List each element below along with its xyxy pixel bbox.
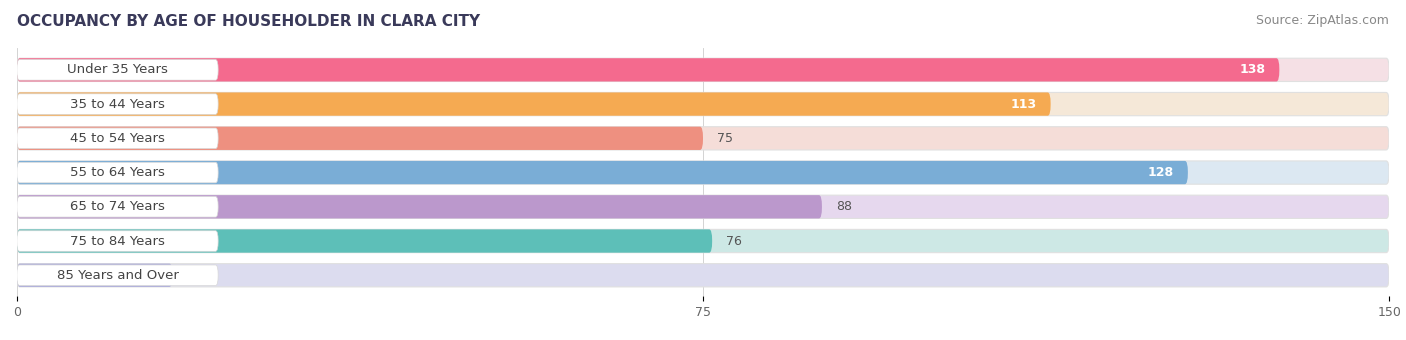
Text: 75: 75 xyxy=(717,132,733,145)
Text: 45 to 54 Years: 45 to 54 Years xyxy=(70,132,165,145)
Text: 75 to 84 Years: 75 to 84 Years xyxy=(70,235,165,248)
FancyBboxPatch shape xyxy=(17,195,1389,218)
FancyBboxPatch shape xyxy=(17,59,218,80)
FancyBboxPatch shape xyxy=(17,230,713,253)
FancyBboxPatch shape xyxy=(17,92,1389,116)
Text: 76: 76 xyxy=(725,235,742,248)
Text: 85 Years and Over: 85 Years and Over xyxy=(56,269,179,282)
FancyBboxPatch shape xyxy=(17,231,218,251)
Text: Under 35 Years: Under 35 Years xyxy=(67,63,167,76)
FancyBboxPatch shape xyxy=(17,92,1050,116)
Text: 138: 138 xyxy=(1240,63,1265,76)
Text: 17: 17 xyxy=(186,269,202,282)
Text: 65 to 74 Years: 65 to 74 Years xyxy=(70,200,165,213)
FancyBboxPatch shape xyxy=(17,161,1188,184)
FancyBboxPatch shape xyxy=(17,197,218,217)
FancyBboxPatch shape xyxy=(17,127,1389,150)
FancyBboxPatch shape xyxy=(17,58,1389,82)
FancyBboxPatch shape xyxy=(17,264,1389,287)
Text: 128: 128 xyxy=(1149,166,1174,179)
FancyBboxPatch shape xyxy=(17,195,823,218)
FancyBboxPatch shape xyxy=(17,161,1389,184)
Text: OCCUPANCY BY AGE OF HOUSEHOLDER IN CLARA CITY: OCCUPANCY BY AGE OF HOUSEHOLDER IN CLARA… xyxy=(17,14,479,29)
FancyBboxPatch shape xyxy=(17,94,218,114)
Text: 113: 113 xyxy=(1011,98,1036,111)
FancyBboxPatch shape xyxy=(17,162,218,183)
Text: 55 to 64 Years: 55 to 64 Years xyxy=(70,166,165,179)
FancyBboxPatch shape xyxy=(17,265,218,286)
Text: 88: 88 xyxy=(835,200,852,213)
Text: 35 to 44 Years: 35 to 44 Years xyxy=(70,98,165,111)
Text: Source: ZipAtlas.com: Source: ZipAtlas.com xyxy=(1256,14,1389,27)
FancyBboxPatch shape xyxy=(17,264,173,287)
FancyBboxPatch shape xyxy=(17,230,1389,253)
FancyBboxPatch shape xyxy=(17,58,1279,82)
FancyBboxPatch shape xyxy=(17,127,703,150)
FancyBboxPatch shape xyxy=(17,128,218,149)
